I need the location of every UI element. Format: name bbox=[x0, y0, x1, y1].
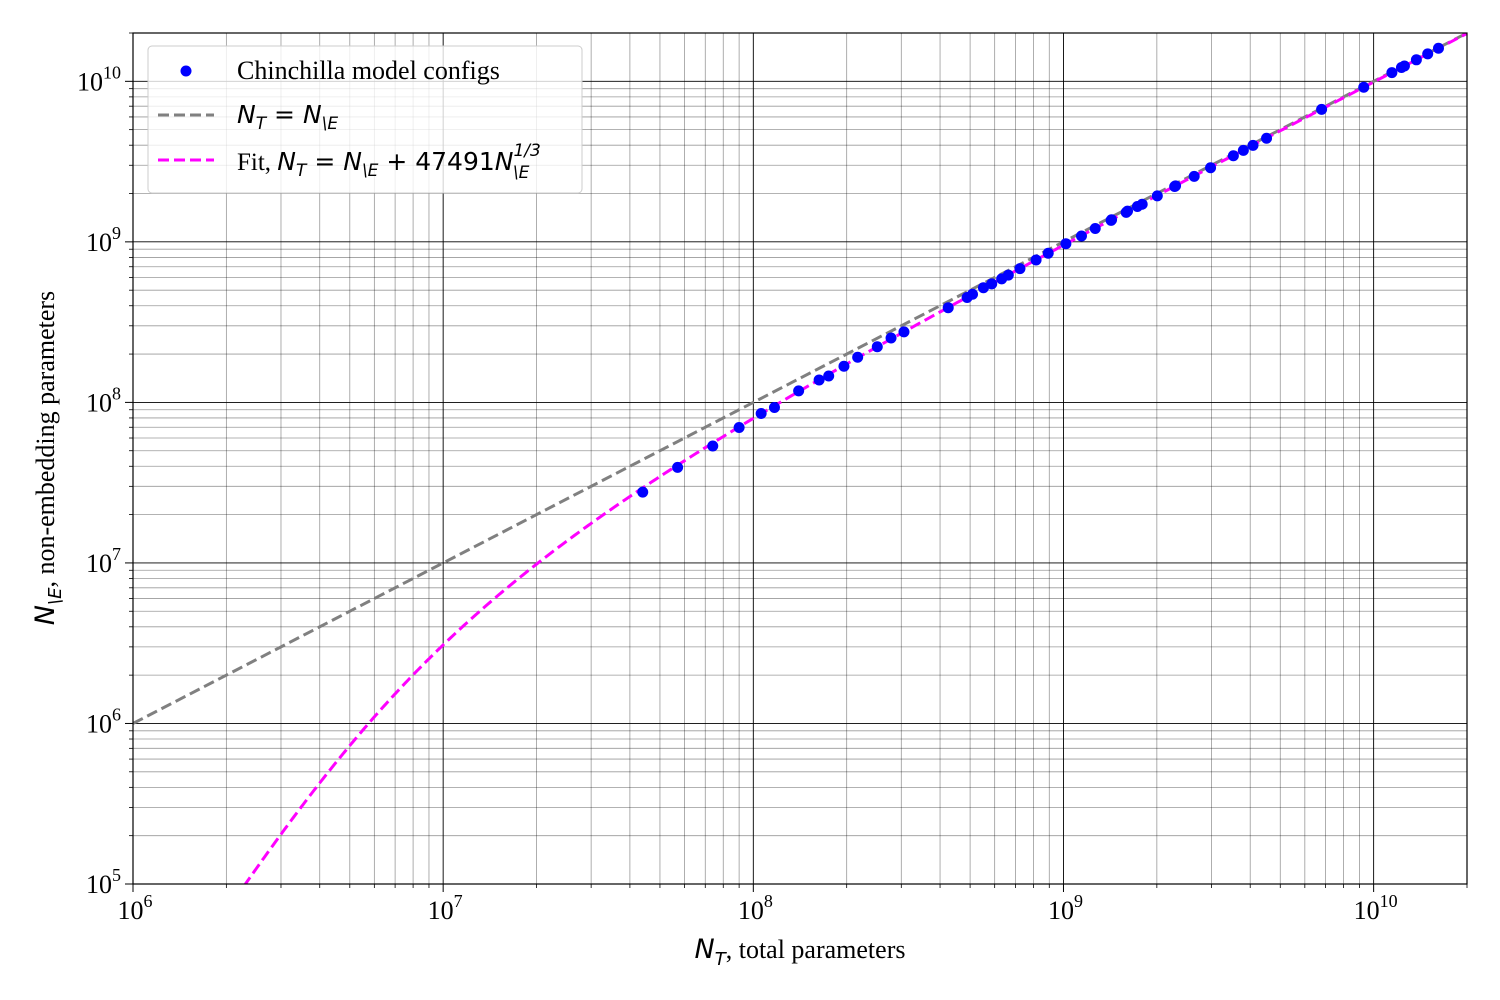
data-point bbox=[637, 486, 649, 498]
data-point bbox=[1170, 180, 1182, 192]
data-point bbox=[977, 282, 989, 294]
legend-label-scatter: Chinchilla model configs bbox=[237, 56, 500, 85]
data-point bbox=[1075, 230, 1087, 242]
data-point bbox=[838, 360, 850, 372]
legend-label-identity: NT = N\E bbox=[237, 100, 338, 134]
x-axis-label-text: , total parameters bbox=[726, 935, 906, 964]
data-point bbox=[942, 302, 954, 314]
x-tick-label: 106 bbox=[118, 891, 153, 925]
data-point bbox=[1247, 139, 1259, 151]
x-tick-label: 1010 bbox=[1354, 891, 1398, 925]
data-point bbox=[793, 385, 805, 397]
x-axis-label: NT, total parameters bbox=[695, 934, 906, 970]
data-point bbox=[768, 402, 780, 414]
data-point bbox=[1151, 190, 1163, 202]
data-point bbox=[1042, 247, 1054, 259]
data-point bbox=[707, 440, 719, 452]
data-point bbox=[1060, 238, 1072, 250]
data-point bbox=[1316, 103, 1328, 115]
data-point bbox=[1014, 263, 1026, 275]
data-point bbox=[898, 326, 910, 338]
data-point bbox=[823, 370, 835, 382]
y-tick-label: 106 bbox=[86, 704, 121, 738]
y-tick-label: 109 bbox=[86, 223, 121, 257]
data-point bbox=[1136, 198, 1148, 210]
data-point bbox=[1237, 144, 1249, 156]
data-point bbox=[1106, 214, 1118, 226]
data-point bbox=[755, 407, 767, 419]
data-point bbox=[1002, 269, 1014, 281]
data-point bbox=[885, 332, 897, 344]
data-point bbox=[1398, 60, 1410, 72]
ticks bbox=[125, 32, 1468, 892]
data-point bbox=[1188, 170, 1200, 182]
legend: Chinchilla model configs NT = N\E Fit, N… bbox=[147, 45, 583, 194]
data-point bbox=[986, 278, 998, 290]
data-point bbox=[1386, 67, 1398, 79]
data-point bbox=[1122, 205, 1134, 217]
data-point bbox=[672, 461, 684, 473]
data-point bbox=[1030, 254, 1042, 266]
y-axis-label-text: , non-embedding parameters bbox=[31, 291, 60, 588]
data-point bbox=[1410, 54, 1422, 66]
y-tick-label: 105 bbox=[86, 865, 121, 899]
x-tick-labels: 106 107 108 109 1010 bbox=[118, 891, 1398, 925]
data-point bbox=[1432, 42, 1444, 54]
y-tick-label: 108 bbox=[86, 383, 121, 417]
y-axis-label: N\E, non-embedding parameters bbox=[30, 291, 66, 625]
x-tick-label: 108 bbox=[738, 891, 773, 925]
y-tick-labels: 105 106 107 108 109 1010 bbox=[77, 62, 121, 899]
y-tick-label: 1010 bbox=[77, 62, 121, 96]
y-tick-label: 107 bbox=[86, 544, 121, 578]
data-point bbox=[852, 351, 864, 363]
plot-frame bbox=[132, 32, 1468, 885]
x-tick-label: 107 bbox=[428, 891, 463, 925]
data-point bbox=[733, 421, 745, 433]
data-point bbox=[1205, 162, 1217, 174]
legend-label-fit: Fit, NT = N\E + 47491N1/3 \E bbox=[237, 141, 541, 183]
data-point bbox=[1227, 150, 1239, 162]
data-point bbox=[871, 341, 883, 353]
legend-frame bbox=[147, 45, 583, 194]
data-point bbox=[967, 288, 979, 300]
series-points bbox=[637, 42, 1444, 498]
data-point bbox=[1089, 223, 1101, 235]
data-point bbox=[1261, 132, 1273, 144]
x-tick-label: 109 bbox=[1048, 891, 1083, 925]
legend-marker-scatter bbox=[180, 65, 192, 77]
data-point bbox=[1422, 48, 1434, 60]
data-point bbox=[1358, 81, 1370, 93]
data-point bbox=[813, 374, 825, 386]
